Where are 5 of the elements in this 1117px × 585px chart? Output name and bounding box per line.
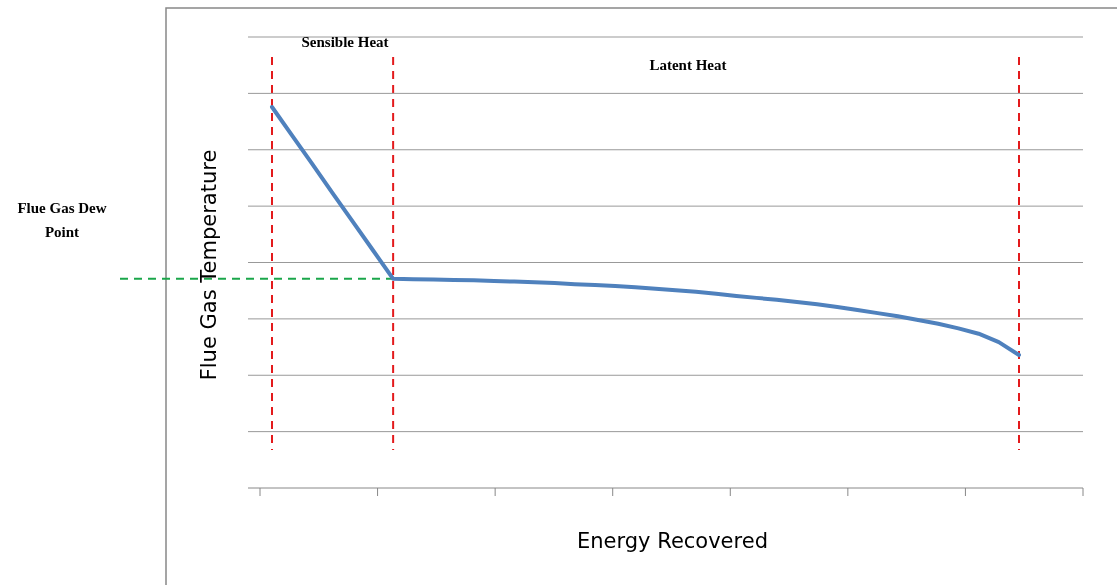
- x-axis-title: Energy Recovered: [577, 529, 768, 553]
- text: Sensible Heat: [301, 34, 389, 50]
- ref-line-label: Flue Gas Dew Point: [17, 200, 107, 240]
- text: Latent Heat: [649, 57, 727, 73]
- y-axis-title: Flue Gas Temperature: [197, 149, 221, 381]
